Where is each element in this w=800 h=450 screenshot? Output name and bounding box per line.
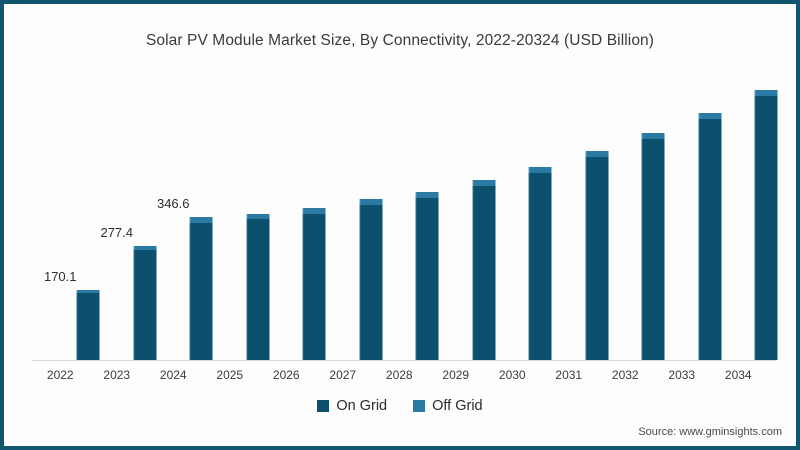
legend-item-off-grid[interactable]: Off Grid bbox=[413, 398, 483, 414]
bar-segment-off-grid[interactable] bbox=[472, 180, 496, 187]
bar-stack[interactable] bbox=[528, 167, 552, 360]
bar-stack[interactable] bbox=[698, 112, 722, 360]
bar-group[interactable] bbox=[625, 64, 682, 360]
bar-group[interactable] bbox=[456, 64, 513, 360]
bar-group[interactable] bbox=[230, 64, 287, 360]
bar-segment-off-grid[interactable] bbox=[76, 290, 100, 293]
legend-item-on-grid[interactable]: On Grid bbox=[317, 398, 387, 414]
bar-segment-on-grid[interactable] bbox=[754, 96, 778, 360]
bar-segment-on-grid[interactable] bbox=[246, 219, 270, 360]
bar-stack[interactable] bbox=[359, 199, 383, 360]
bar-segment-off-grid[interactable] bbox=[641, 132, 665, 139]
chart-title: Solar PV Module Market Size, By Connecti… bbox=[145, 32, 655, 49]
bar-stack[interactable] bbox=[246, 213, 270, 360]
bar-group[interactable] bbox=[60, 64, 117, 360]
bar-group[interactable] bbox=[343, 64, 400, 360]
bar-group[interactable] bbox=[738, 64, 795, 360]
bar-segment-off-grid[interactable] bbox=[133, 245, 157, 251]
bar-segment-off-grid[interactable] bbox=[359, 199, 383, 206]
bar-value-label: 346.6 bbox=[156, 196, 190, 212]
bar-segment-off-grid[interactable] bbox=[246, 213, 270, 220]
legend-swatch-on-grid bbox=[317, 400, 330, 412]
bar-segment-off-grid[interactable] bbox=[698, 112, 722, 119]
x-axis-tick-label: 2028 bbox=[385, 368, 413, 382]
bar-segment-on-grid[interactable] bbox=[302, 213, 326, 360]
bar-stack[interactable] bbox=[189, 217, 213, 360]
bar-group[interactable] bbox=[682, 64, 739, 360]
x-axis-tick-label: 2027 bbox=[329, 368, 357, 382]
bar-segment-on-grid[interactable] bbox=[415, 198, 439, 360]
bar-segment-off-grid[interactable] bbox=[585, 150, 609, 157]
bar-segment-on-grid[interactable] bbox=[528, 173, 552, 360]
legend-label-on-grid: On Grid bbox=[336, 398, 388, 414]
x-axis-tick-label: 2022 bbox=[46, 368, 74, 382]
bar-segment-on-grid[interactable] bbox=[133, 250, 157, 360]
x-axis-tick-label: 2023 bbox=[103, 368, 131, 382]
x-axis-tick-label: 2034 bbox=[724, 368, 752, 382]
bar-group[interactable] bbox=[286, 64, 343, 360]
x-axis-tick-label: 2025 bbox=[216, 368, 244, 382]
bar-segment-off-grid[interactable] bbox=[754, 90, 778, 97]
x-axis-tick-label: 2024 bbox=[159, 368, 187, 382]
bar-segment-on-grid[interactable] bbox=[472, 186, 496, 360]
bar-segment-on-grid[interactable] bbox=[698, 118, 722, 360]
bar-group[interactable] bbox=[173, 64, 230, 360]
bar-segment-on-grid[interactable] bbox=[641, 138, 665, 360]
bar-group[interactable] bbox=[512, 64, 569, 360]
bar-stack[interactable] bbox=[133, 245, 157, 360]
bar-value-label: 170.1 bbox=[43, 269, 77, 284]
bar-stack[interactable] bbox=[302, 207, 326, 360]
bar-stack[interactable] bbox=[641, 132, 665, 360]
bar-value-label: 277.4 bbox=[100, 224, 134, 240]
bar-segment-off-grid[interactable] bbox=[302, 207, 326, 214]
bar-stack[interactable] bbox=[754, 90, 778, 360]
source-attribution: Source: www.gminsights.com bbox=[638, 426, 782, 438]
bar-segment-on-grid[interactable] bbox=[189, 223, 213, 360]
bar-stack[interactable] bbox=[472, 180, 496, 360]
x-axis-tick-label: 2031 bbox=[555, 368, 583, 382]
bar-stack[interactable] bbox=[585, 150, 609, 360]
chart-legend: On Grid Off Grid bbox=[4, 398, 796, 414]
x-axis-tick-label: 2030 bbox=[498, 368, 526, 382]
legend-label-off-grid: Off Grid bbox=[432, 398, 483, 414]
bar-segment-on-grid[interactable] bbox=[76, 292, 100, 360]
bar-stack[interactable] bbox=[415, 192, 439, 360]
x-axis-tick-label: 2033 bbox=[668, 368, 696, 382]
x-axis-tick-label: 2026 bbox=[272, 368, 300, 382]
x-axis-tick-label: 2032 bbox=[611, 368, 639, 382]
legend-swatch-off-grid bbox=[413, 400, 426, 412]
bar-segment-on-grid[interactable] bbox=[359, 205, 383, 360]
bar-stack[interactable] bbox=[76, 290, 100, 360]
bar-segment-off-grid[interactable] bbox=[415, 192, 439, 199]
bar-segment-on-grid[interactable] bbox=[585, 156, 609, 360]
bar-group[interactable] bbox=[399, 64, 456, 360]
plot-area bbox=[32, 64, 778, 364]
x-axis-line bbox=[32, 360, 776, 361]
bar-group[interactable] bbox=[569, 64, 626, 360]
chart-canvas: Solar PV Module Market Size, By Connecti… bbox=[4, 4, 796, 446]
bar-segment-off-grid[interactable] bbox=[189, 217, 213, 224]
bar-group[interactable] bbox=[117, 64, 174, 360]
bar-segment-off-grid[interactable] bbox=[528, 167, 552, 173]
x-axis-tick-label: 2029 bbox=[442, 368, 470, 382]
